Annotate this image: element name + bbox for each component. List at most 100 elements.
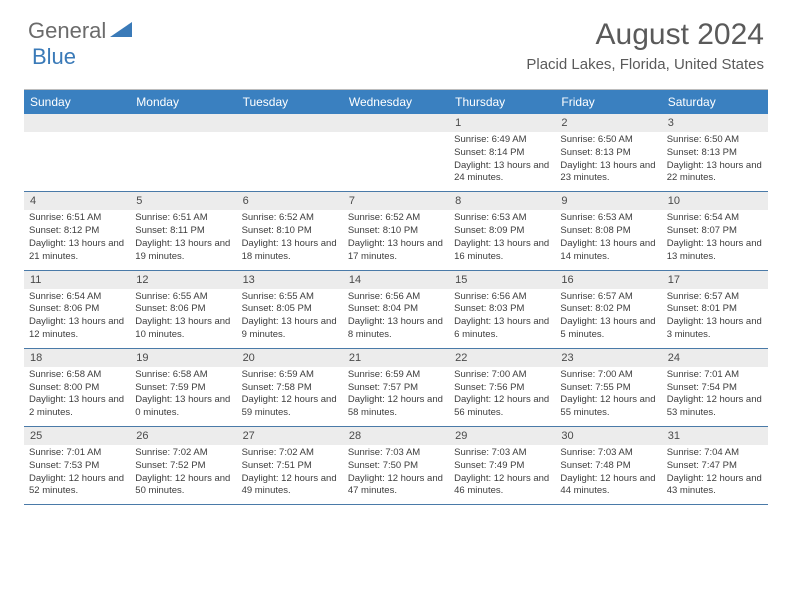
day-details — [237, 132, 343, 188]
day-cell — [24, 114, 130, 191]
day-number — [343, 114, 449, 132]
day-cell: 25Sunrise: 7:01 AMSunset: 7:53 PMDayligh… — [24, 427, 130, 504]
day-number: 7 — [343, 192, 449, 210]
daylight-text: Daylight: 13 hours and 3 minutes. — [667, 316, 763, 342]
daylight-text: Daylight: 13 hours and 9 minutes. — [242, 316, 338, 342]
day-cell: 4Sunrise: 6:51 AMSunset: 8:12 PMDaylight… — [24, 192, 130, 269]
daylight-text: Daylight: 12 hours and 52 minutes. — [29, 473, 125, 499]
day-number: 20 — [237, 349, 343, 367]
sunrise-text: Sunrise: 6:53 AM — [454, 212, 550, 225]
day-details: Sunrise: 7:00 AMSunset: 7:55 PMDaylight:… — [555, 367, 661, 426]
daylight-text: Daylight: 13 hours and 18 minutes. — [242, 238, 338, 264]
logo-blue-row: Blue — [32, 44, 76, 70]
day-cell: 9Sunrise: 6:53 AMSunset: 8:08 PMDaylight… — [555, 192, 661, 269]
sunset-text: Sunset: 8:08 PM — [560, 225, 656, 238]
day-details — [343, 132, 449, 188]
daylight-text: Daylight: 13 hours and 10 minutes. — [135, 316, 231, 342]
day-details: Sunrise: 7:03 AMSunset: 7:49 PMDaylight:… — [449, 445, 555, 504]
sunrise-text: Sunrise: 6:50 AM — [667, 134, 763, 147]
day-cell: 1Sunrise: 6:49 AMSunset: 8:14 PMDaylight… — [449, 114, 555, 191]
day-number: 19 — [130, 349, 236, 367]
daylight-text: Daylight: 12 hours and 55 minutes. — [560, 394, 656, 420]
day-cell: 5Sunrise: 6:51 AMSunset: 8:11 PMDaylight… — [130, 192, 236, 269]
day-cell: 7Sunrise: 6:52 AMSunset: 8:10 PMDaylight… — [343, 192, 449, 269]
sunset-text: Sunset: 8:10 PM — [348, 225, 444, 238]
sunset-text: Sunset: 8:12 PM — [29, 225, 125, 238]
sunset-text: Sunset: 8:07 PM — [667, 225, 763, 238]
sunrise-text: Sunrise: 7:02 AM — [242, 447, 338, 460]
day-cell: 28Sunrise: 7:03 AMSunset: 7:50 PMDayligh… — [343, 427, 449, 504]
day-details: Sunrise: 6:59 AMSunset: 7:57 PMDaylight:… — [343, 367, 449, 426]
day-number: 22 — [449, 349, 555, 367]
day-number — [237, 114, 343, 132]
sunrise-text: Sunrise: 6:56 AM — [454, 291, 550, 304]
day-cell: 29Sunrise: 7:03 AMSunset: 7:49 PMDayligh… — [449, 427, 555, 504]
day-number: 6 — [237, 192, 343, 210]
day-details: Sunrise: 6:54 AMSunset: 8:07 PMDaylight:… — [662, 210, 768, 269]
daylight-text: Daylight: 13 hours and 19 minutes. — [135, 238, 231, 264]
sunset-text: Sunset: 7:52 PM — [135, 460, 231, 473]
sunrise-text: Sunrise: 6:51 AM — [29, 212, 125, 225]
logo-triangle-icon — [110, 20, 132, 43]
sunset-text: Sunset: 8:00 PM — [29, 382, 125, 395]
sunrise-text: Sunrise: 6:58 AM — [29, 369, 125, 382]
day-details: Sunrise: 6:55 AMSunset: 8:06 PMDaylight:… — [130, 289, 236, 348]
sunrise-text: Sunrise: 6:57 AM — [667, 291, 763, 304]
day-details: Sunrise: 6:50 AMSunset: 8:13 PMDaylight:… — [555, 132, 661, 191]
sunrise-text: Sunrise: 7:01 AM — [29, 447, 125, 460]
day-details: Sunrise: 6:52 AMSunset: 8:10 PMDaylight:… — [237, 210, 343, 269]
sunset-text: Sunset: 8:09 PM — [454, 225, 550, 238]
day-number — [24, 114, 130, 132]
day-number: 2 — [555, 114, 661, 132]
day-cell: 26Sunrise: 7:02 AMSunset: 7:52 PMDayligh… — [130, 427, 236, 504]
sunrise-text: Sunrise: 6:51 AM — [135, 212, 231, 225]
title-block: August 2024 Placid Lakes, Florida, Unite… — [526, 18, 764, 73]
sunset-text: Sunset: 7:55 PM — [560, 382, 656, 395]
daylight-text: Daylight: 13 hours and 5 minutes. — [560, 316, 656, 342]
day-cell: 2Sunrise: 6:50 AMSunset: 8:13 PMDaylight… — [555, 114, 661, 191]
sunrise-text: Sunrise: 7:02 AM — [135, 447, 231, 460]
dow-wednesday: Wednesday — [343, 90, 449, 114]
day-cell: 11Sunrise: 6:54 AMSunset: 8:06 PMDayligh… — [24, 271, 130, 348]
sunrise-text: Sunrise: 6:49 AM — [454, 134, 550, 147]
day-details: Sunrise: 6:53 AMSunset: 8:08 PMDaylight:… — [555, 210, 661, 269]
sunrise-text: Sunrise: 6:55 AM — [242, 291, 338, 304]
logo: General — [28, 18, 134, 44]
day-details — [24, 132, 130, 188]
sunrise-text: Sunrise: 6:59 AM — [348, 369, 444, 382]
day-cell: 21Sunrise: 6:59 AMSunset: 7:57 PMDayligh… — [343, 349, 449, 426]
daylight-text: Daylight: 13 hours and 6 minutes. — [454, 316, 550, 342]
sunrise-text: Sunrise: 6:50 AM — [560, 134, 656, 147]
daylight-text: Daylight: 12 hours and 43 minutes. — [667, 473, 763, 499]
day-cell: 19Sunrise: 6:58 AMSunset: 7:59 PMDayligh… — [130, 349, 236, 426]
day-number: 15 — [449, 271, 555, 289]
day-details: Sunrise: 6:56 AMSunset: 8:03 PMDaylight:… — [449, 289, 555, 348]
day-details: Sunrise: 7:03 AMSunset: 7:50 PMDaylight:… — [343, 445, 449, 504]
sunrise-text: Sunrise: 7:03 AM — [560, 447, 656, 460]
sunrise-text: Sunrise: 6:56 AM — [348, 291, 444, 304]
weeks-container: 1Sunrise: 6:49 AMSunset: 8:14 PMDaylight… — [24, 114, 768, 505]
sunset-text: Sunset: 8:10 PM — [242, 225, 338, 238]
day-details: Sunrise: 6:53 AMSunset: 8:09 PMDaylight:… — [449, 210, 555, 269]
day-number: 21 — [343, 349, 449, 367]
day-details: Sunrise: 6:59 AMSunset: 7:58 PMDaylight:… — [237, 367, 343, 426]
sunset-text: Sunset: 7:48 PM — [560, 460, 656, 473]
sunset-text: Sunset: 8:04 PM — [348, 303, 444, 316]
day-details: Sunrise: 6:58 AMSunset: 8:00 PMDaylight:… — [24, 367, 130, 426]
sunrise-text: Sunrise: 7:00 AM — [454, 369, 550, 382]
sunset-text: Sunset: 7:49 PM — [454, 460, 550, 473]
sunset-text: Sunset: 7:53 PM — [29, 460, 125, 473]
day-details: Sunrise: 7:01 AMSunset: 7:53 PMDaylight:… — [24, 445, 130, 504]
dow-tuesday: Tuesday — [237, 90, 343, 114]
daylight-text: Daylight: 13 hours and 23 minutes. — [560, 160, 656, 186]
day-details: Sunrise: 6:55 AMSunset: 8:05 PMDaylight:… — [237, 289, 343, 348]
day-number: 11 — [24, 271, 130, 289]
sunset-text: Sunset: 8:03 PM — [454, 303, 550, 316]
day-number: 16 — [555, 271, 661, 289]
daylight-text: Daylight: 12 hours and 50 minutes. — [135, 473, 231, 499]
calendar: SundayMondayTuesdayWednesdayThursdayFrid… — [24, 89, 768, 505]
daylight-text: Daylight: 13 hours and 2 minutes. — [29, 394, 125, 420]
day-number — [130, 114, 236, 132]
day-details: Sunrise: 6:54 AMSunset: 8:06 PMDaylight:… — [24, 289, 130, 348]
day-details: Sunrise: 6:49 AMSunset: 8:14 PMDaylight:… — [449, 132, 555, 191]
